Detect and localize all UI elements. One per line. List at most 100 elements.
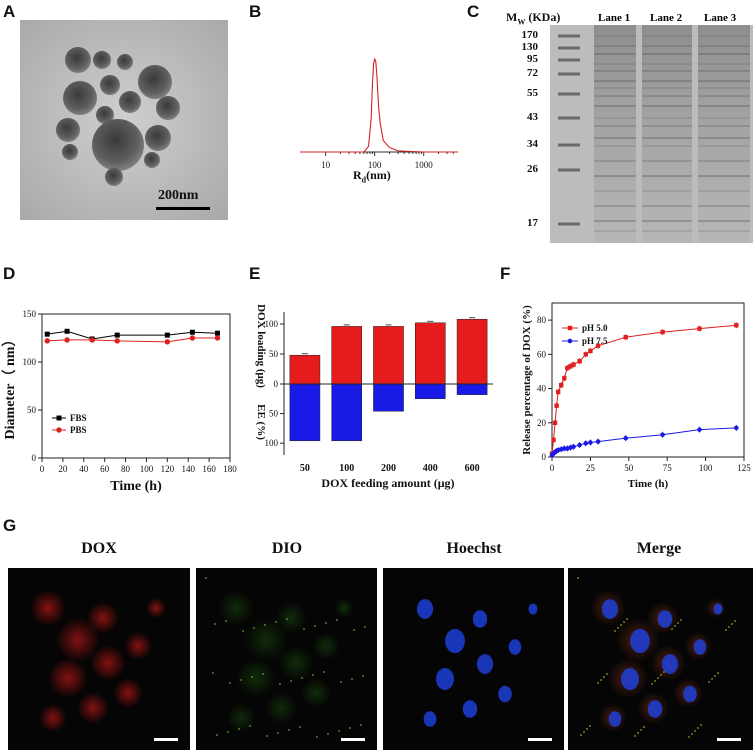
e-bar-ee <box>331 383 362 442</box>
sample-band <box>594 63 636 65</box>
d-point-fbs <box>64 328 70 334</box>
sample-band <box>698 145 750 147</box>
sample-band <box>594 105 636 107</box>
f-x-tick-label: 0 <box>550 463 555 473</box>
mw-label: M <box>506 10 518 24</box>
title-dio: DIO <box>271 540 303 557</box>
fluor-speck <box>301 677 303 679</box>
sample-band <box>642 53 692 55</box>
loading-chart: 50 100 200 400 600 0 50 100 50 100 DOX feeding amo… <box>240 300 500 500</box>
scale-bar <box>717 738 741 741</box>
sample-band <box>698 117 750 119</box>
sample-band <box>594 137 636 139</box>
dls-x-tick-label: 1000 <box>415 160 434 170</box>
e-y-tick-label: 50 <box>269 409 279 419</box>
sample-band <box>594 117 636 119</box>
sample-band <box>594 80 636 82</box>
sample-band <box>594 125 636 127</box>
fluor-nucleus <box>498 685 512 703</box>
fluor-speck <box>338 730 340 732</box>
fluor-nucleus <box>416 599 434 619</box>
fluor-speck <box>205 577 207 579</box>
dls-xlabel: Rd(nm) <box>353 168 391 184</box>
f-point <box>562 376 567 381</box>
f-series-line <box>551 427 737 456</box>
dls-xlabel-sub: d <box>361 175 367 185</box>
d-point-pbs <box>114 338 120 344</box>
fluor-speck <box>614 630 616 632</box>
panel-label-d: D <box>3 264 16 283</box>
mw-marker-label: 55 <box>527 87 538 99</box>
f-point <box>623 435 629 441</box>
sample-band <box>642 80 692 82</box>
sample-band <box>698 95 750 97</box>
fluor-speck <box>717 672 719 674</box>
f-point <box>697 326 702 331</box>
dls-x-tick-label: 100 <box>368 160 382 170</box>
fluor-cell <box>227 704 255 732</box>
fluor-cell <box>90 645 126 681</box>
f-point <box>595 343 601 348</box>
ladder-band <box>558 46 580 50</box>
fluor-cell <box>124 632 152 660</box>
fluor-cell <box>218 590 254 626</box>
d-x-tick-label: 0 <box>40 464 45 474</box>
dls-xlabel-unit: (nm) <box>366 168 391 182</box>
fluor-cell <box>275 602 307 634</box>
mw-marker-label: 17 <box>527 217 538 229</box>
title-hoechst: Hoechst <box>446 540 502 557</box>
sample-band <box>698 53 750 55</box>
d-point-fbs <box>214 330 220 336</box>
e-bar-ee <box>415 383 446 400</box>
fluor-nucleus <box>661 654 679 674</box>
d-xlabel: Time (h) <box>110 479 162 494</box>
mw-sub: W <box>517 17 526 27</box>
fluor-speck <box>277 732 279 734</box>
d-point-pbs <box>189 335 196 341</box>
fluor-speck <box>327 733 329 735</box>
e-ylabel-top: DOX loading (μg) <box>255 304 267 388</box>
f-y-tick-label: 0 <box>542 452 547 462</box>
fluor-speck <box>725 629 727 631</box>
e-bar-ee <box>373 383 404 412</box>
ladder-band <box>558 143 580 147</box>
e-bar-loading <box>415 322 446 385</box>
sample-band <box>642 70 692 72</box>
fluor-speck <box>674 625 676 627</box>
d-y-tick-label: 50 <box>27 405 37 415</box>
sample-band <box>642 220 692 222</box>
f-x-tick-label: 125 <box>737 463 751 473</box>
f-xlabel: Time (h) <box>628 478 669 490</box>
f-y-tick-label: 20 <box>537 418 547 428</box>
ladder-band <box>558 58 580 62</box>
f-point <box>595 439 601 444</box>
d-x-tick-label: 160 <box>202 464 216 474</box>
e-y-tick-label: 50 <box>269 349 279 359</box>
fluor-cell <box>278 645 314 681</box>
f-ylabel: Release percentage of DOX (%) <box>521 305 533 455</box>
sample-band <box>698 87 750 89</box>
sample-band <box>698 35 750 37</box>
fluor-image-dio <box>196 568 377 750</box>
sample-band <box>698 220 750 222</box>
sample-band <box>594 95 636 97</box>
fluor-cell <box>334 598 354 618</box>
fluor-nucleus <box>476 654 494 674</box>
title-merge: Merge <box>636 540 682 557</box>
sample-band <box>594 160 636 162</box>
fluor-speck <box>349 727 351 729</box>
fluor-nucleus <box>683 685 697 703</box>
ladder-band <box>558 116 580 120</box>
fluor-speck <box>238 728 240 730</box>
f-x-tick-label: 50 <box>624 463 634 473</box>
fluor-speck <box>303 628 305 630</box>
sample-band <box>698 190 750 192</box>
fluor-speck <box>216 734 218 736</box>
fluor-speck <box>711 678 713 680</box>
size-stability-chart: 0 20 40 60 80 100 120 140 160 180 0 50 100 150 Time (h… <box>0 300 245 500</box>
fluor-speck <box>262 673 264 675</box>
fluor-speck <box>266 735 268 737</box>
fluor-speck <box>606 673 608 675</box>
sample-band <box>698 137 750 139</box>
fluor-speck <box>680 619 682 621</box>
